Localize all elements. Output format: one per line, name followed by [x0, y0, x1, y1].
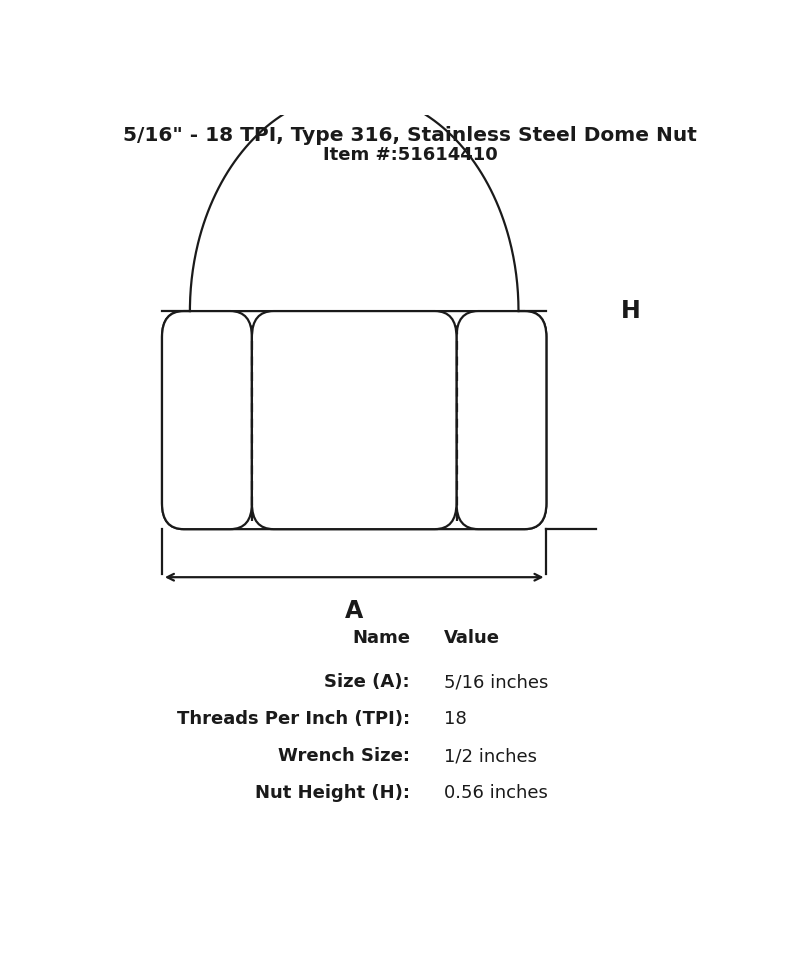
Text: 5/16" - 18 TPI, Type 316, Stainless Steel Dome Nut: 5/16" - 18 TPI, Type 316, Stainless Stee…: [123, 127, 697, 145]
Text: Name: Name: [352, 629, 410, 647]
Text: 5/16 inches: 5/16 inches: [444, 673, 549, 691]
Text: A: A: [345, 599, 363, 623]
Text: Size (A):: Size (A):: [324, 673, 410, 691]
FancyBboxPatch shape: [162, 311, 252, 529]
Text: Wrench Size:: Wrench Size:: [278, 747, 410, 765]
FancyBboxPatch shape: [457, 311, 546, 529]
Text: 18: 18: [444, 710, 467, 729]
Text: 0.56 inches: 0.56 inches: [444, 784, 548, 803]
Text: Item #:51614410: Item #:51614410: [322, 146, 498, 164]
Text: Nut Height (H):: Nut Height (H):: [255, 784, 410, 803]
FancyBboxPatch shape: [162, 311, 546, 529]
Text: Value: Value: [444, 629, 500, 647]
Text: Threads Per Inch (TPI):: Threads Per Inch (TPI):: [177, 710, 410, 729]
Text: 1/2 inches: 1/2 inches: [444, 747, 537, 765]
FancyBboxPatch shape: [252, 311, 457, 529]
Text: H: H: [621, 300, 641, 324]
